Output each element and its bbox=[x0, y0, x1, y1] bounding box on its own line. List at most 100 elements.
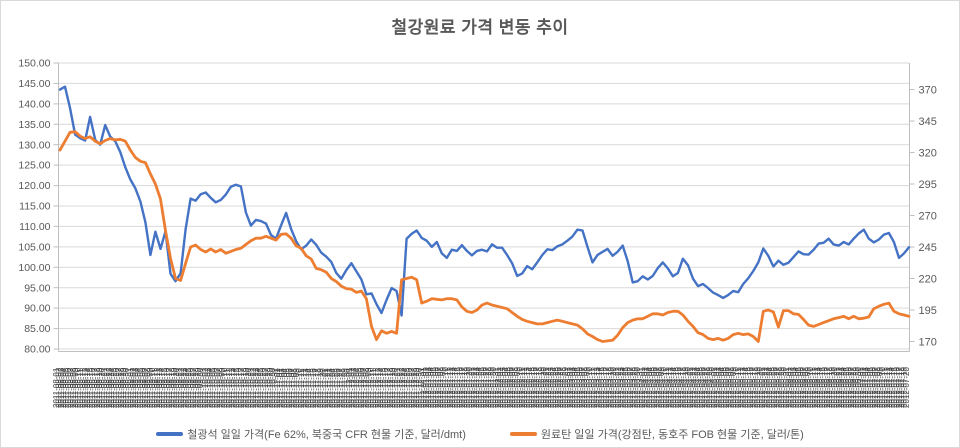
svg-text:2012-05-22: 2012-05-22 bbox=[760, 367, 769, 408]
svg-text:2012-03-21: 2012-03-21 bbox=[612, 367, 621, 408]
svg-text:345: 345 bbox=[919, 116, 937, 128]
svg-text:2011-10-22: 2011-10-22 bbox=[249, 367, 258, 408]
svg-text:2012-03-19: 2012-03-19 bbox=[607, 367, 616, 408]
svg-text:2012-02-16: 2012-02-16 bbox=[530, 367, 539, 408]
svg-text:2012-05-17: 2012-05-17 bbox=[748, 367, 757, 408]
svg-text:270: 270 bbox=[919, 210, 937, 222]
svg-text:2012-04-15: 2012-04-15 bbox=[672, 367, 681, 408]
svg-text:2011-10-21: 2011-10-21 bbox=[247, 367, 256, 408]
svg-text:2011-08-11: 2011-08-11 bbox=[76, 368, 85, 408]
svg-text:2012-04-07: 2012-04-07 bbox=[652, 367, 661, 408]
svg-text:2011-08-29: 2011-08-29 bbox=[119, 367, 128, 408]
svg-text:2012-03-27: 2012-03-27 bbox=[626, 367, 635, 408]
svg-text:2011-11-25: 2011-11-25 bbox=[331, 368, 340, 408]
svg-text:2011-08-08: 2011-08-08 bbox=[69, 367, 78, 408]
svg-text:2011-09-05: 2011-09-05 bbox=[136, 367, 145, 408]
svg-text:2012-03-08: 2012-03-08 bbox=[580, 367, 589, 408]
svg-text:2012-05-29: 2012-05-29 bbox=[777, 367, 786, 408]
svg-text:2012-03-12: 2012-03-12 bbox=[590, 367, 599, 408]
svg-text:2011-11-03: 2011-11-03 bbox=[278, 368, 287, 408]
svg-text:2012-03-23: 2012-03-23 bbox=[616, 367, 625, 408]
legend-label-coking-coal: 원료탄 일일 가격(강점탄, 동호주 FOB 현물 기준, 달러/톤) bbox=[540, 429, 804, 441]
svg-text:2012-01-07: 2012-01-07 bbox=[434, 367, 443, 408]
svg-text:2012-06-03: 2012-06-03 bbox=[789, 367, 798, 408]
svg-text:2012-03-29: 2012-03-29 bbox=[631, 367, 640, 408]
svg-text:2011-10-03: 2011-10-03 bbox=[203, 367, 212, 408]
svg-text:2012-03-20: 2012-03-20 bbox=[609, 367, 618, 408]
svg-text:2012-02-03: 2012-02-03 bbox=[499, 367, 508, 408]
svg-text:2012-04-29: 2012-04-29 bbox=[705, 367, 714, 408]
svg-text:2012-05-21: 2012-05-21 bbox=[758, 367, 767, 408]
svg-text:2011-12-10: 2011-12-10 bbox=[367, 367, 376, 408]
svg-text:2012-02-02: 2012-02-02 bbox=[496, 367, 505, 408]
svg-text:2012-04-02: 2012-04-02 bbox=[640, 367, 649, 408]
svg-text:2012-05-13: 2012-05-13 bbox=[739, 367, 748, 408]
svg-text:2012-06-13: 2012-06-13 bbox=[813, 367, 822, 408]
svg-text:2012-03-03: 2012-03-03 bbox=[568, 367, 577, 408]
svg-text:2011-10-31: 2011-10-31 bbox=[271, 367, 280, 408]
svg-text:130.00: 130.00 bbox=[18, 139, 50, 151]
svg-text:2011-09-29: 2011-09-29 bbox=[194, 367, 203, 408]
svg-text:2011-08-16: 2011-08-16 bbox=[88, 367, 97, 408]
svg-text:2012-05-28: 2012-05-28 bbox=[775, 367, 784, 408]
svg-text:2011-10-08: 2011-10-08 bbox=[215, 367, 224, 408]
svg-text:2012-07-14: 2012-07-14 bbox=[888, 367, 897, 408]
svg-text:2011-09-08: 2011-09-08 bbox=[143, 367, 152, 408]
svg-text:2012-02-05: 2012-02-05 bbox=[503, 367, 512, 408]
svg-text:2011-11-20: 2011-11-20 bbox=[319, 368, 328, 408]
svg-text:2012-01-30: 2012-01-30 bbox=[489, 367, 498, 408]
svg-text:2011-10-04: 2011-10-04 bbox=[206, 367, 215, 408]
svg-text:2011-10-30: 2011-10-30 bbox=[268, 367, 277, 408]
svg-text:2012-06-23: 2012-06-23 bbox=[837, 367, 846, 408]
svg-text:2012-06-27: 2012-06-27 bbox=[847, 367, 856, 408]
svg-text:2011-10-16: 2011-10-16 bbox=[235, 367, 244, 408]
svg-text:2011-12-08: 2011-12-08 bbox=[362, 367, 371, 408]
svg-text:2012-04-25: 2012-04-25 bbox=[696, 367, 705, 408]
svg-text:2012-04-20: 2012-04-20 bbox=[684, 367, 693, 408]
svg-text:2012-03-14: 2012-03-14 bbox=[595, 367, 604, 408]
svg-text:2011-12-01: 2011-12-01 bbox=[345, 367, 354, 408]
svg-text:2012-06-01: 2012-06-01 bbox=[784, 367, 793, 408]
svg-text:2011-12-30: 2011-12-30 bbox=[415, 367, 424, 408]
svg-text:2011-12-19: 2011-12-19 bbox=[388, 367, 397, 408]
svg-text:2011-10-02: 2011-10-02 bbox=[201, 367, 210, 408]
svg-text:2012-05-09: 2012-05-09 bbox=[729, 367, 738, 408]
svg-text:2012-03-30: 2012-03-30 bbox=[633, 367, 642, 408]
svg-text:2012-05-31: 2012-05-31 bbox=[782, 367, 791, 408]
svg-text:2012-07-19: 2012-07-19 bbox=[900, 367, 909, 408]
svg-text:2012-01-22: 2012-01-22 bbox=[470, 367, 479, 408]
svg-text:2012-03-28: 2012-03-28 bbox=[628, 367, 637, 408]
svg-text:2011-09-24: 2011-09-24 bbox=[182, 367, 191, 408]
svg-text:2011-11-12: 2011-11-12 bbox=[299, 368, 308, 408]
svg-text:2011-09-19: 2011-09-19 bbox=[170, 367, 179, 408]
svg-text:2011-11-27: 2011-11-27 bbox=[335, 368, 344, 408]
svg-text:2012-01-28: 2012-01-28 bbox=[484, 367, 493, 408]
svg-text:2011-08-02: 2011-08-02 bbox=[54, 367, 63, 408]
svg-text:2012-02-11: 2012-02-11 bbox=[518, 367, 527, 408]
svg-text:2011-09-09: 2011-09-09 bbox=[146, 367, 155, 408]
svg-text:2012-03-18: 2012-03-18 bbox=[604, 367, 613, 408]
svg-text:2011-10-05: 2011-10-05 bbox=[208, 367, 217, 408]
svg-text:95.00: 95.00 bbox=[24, 282, 50, 294]
svg-text:2012-04-10: 2012-04-10 bbox=[660, 367, 669, 408]
svg-text:2012-03-04: 2012-03-04 bbox=[571, 367, 580, 408]
svg-text:2012-07-10: 2012-07-10 bbox=[878, 367, 887, 408]
svg-text:2011-08-19: 2011-08-19 bbox=[95, 367, 104, 408]
svg-text:2011-08-27: 2011-08-27 bbox=[114, 367, 123, 408]
svg-text:2011-08-15: 2011-08-15 bbox=[86, 367, 95, 408]
svg-text:2012-03-10: 2012-03-10 bbox=[585, 367, 594, 408]
svg-text:2011-10-10: 2011-10-10 bbox=[220, 367, 229, 408]
svg-text:2012-03-05: 2012-03-05 bbox=[573, 367, 582, 408]
svg-text:2012-06-16: 2012-06-16 bbox=[820, 367, 829, 408]
svg-text:2012-01-15: 2012-01-15 bbox=[453, 367, 462, 408]
svg-text:2012-05-14: 2012-05-14 bbox=[741, 367, 750, 408]
svg-text:2012-01-13: 2012-01-13 bbox=[448, 367, 457, 408]
svg-text:2011-12-24: 2011-12-24 bbox=[400, 367, 409, 408]
svg-text:2012-05-11: 2012-05-11 bbox=[734, 367, 743, 408]
svg-text:2012-07-01: 2012-07-01 bbox=[856, 367, 865, 408]
svg-text:2011-10-26: 2011-10-26 bbox=[259, 367, 268, 408]
svg-text:2011-12-15: 2011-12-15 bbox=[379, 367, 388, 408]
svg-text:2011-08-25: 2011-08-25 bbox=[110, 367, 119, 408]
svg-text:2012-02-06: 2012-02-06 bbox=[506, 367, 515, 408]
svg-text:2012-06-08: 2012-06-08 bbox=[801, 367, 810, 408]
